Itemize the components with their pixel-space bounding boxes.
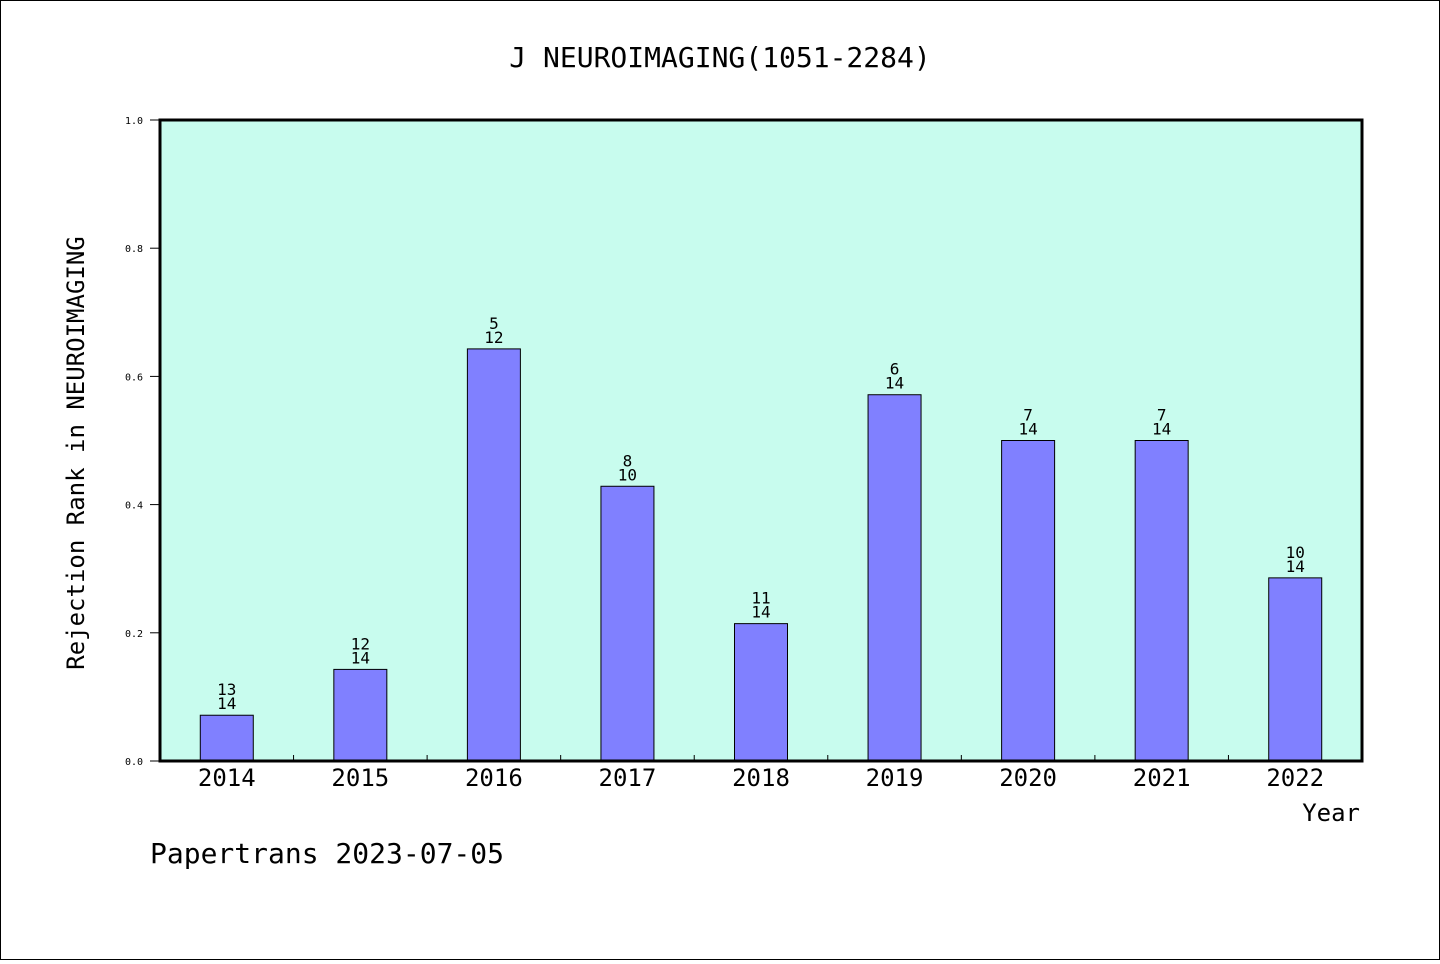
bar-label-top-2020: 7 bbox=[1023, 406, 1033, 425]
x-tick-label-2018: 2018 bbox=[732, 764, 790, 792]
bar-label-bottom-2017: 10 bbox=[618, 465, 637, 484]
x-axis: 2014 2015 2016 2017 2018 2019 2020 2021 2022 bbox=[198, 755, 1324, 792]
bar-label-top-2017: 8 bbox=[623, 451, 633, 470]
bar-2016 bbox=[466, 348, 521, 762]
bar-label-bottom-2014: 14 bbox=[217, 694, 236, 713]
bar-label-top-2016: 5 bbox=[489, 314, 499, 333]
bar-2022 bbox=[1268, 577, 1323, 762]
y-tick-label: 1.0 bbox=[125, 116, 143, 127]
bar-2021 bbox=[1134, 440, 1189, 762]
bar-label-top-2014: 13 bbox=[217, 680, 236, 699]
chart-title: J NEUROIMAGING(1051-2284) bbox=[509, 41, 930, 74]
x-tick-label-2020: 2020 bbox=[999, 764, 1057, 792]
y-tick-label: 0.0 bbox=[125, 757, 143, 768]
x-tick-label-2019: 2019 bbox=[866, 764, 924, 792]
y-axis: 0.0 0.2 0.4 0.6 0.8 1.0 bbox=[125, 116, 160, 768]
x-tick-label-2022: 2022 bbox=[1266, 764, 1324, 792]
bar-label-top-2021: 7 bbox=[1157, 406, 1167, 425]
bars-group bbox=[199, 348, 1323, 762]
x-tick-label-2016: 2016 bbox=[465, 764, 523, 792]
bar-label-top-2019: 6 bbox=[890, 360, 900, 379]
x-tick-label-2017: 2017 bbox=[599, 764, 657, 792]
x-tick-label-2021: 2021 bbox=[1133, 764, 1191, 792]
y-tick-label: 0.4 bbox=[125, 501, 143, 512]
footer-watermark-text: Papertrans 2023-07-05 bbox=[150, 837, 504, 870]
bar-label-bottom-2022: 14 bbox=[1286, 557, 1305, 576]
bar-label-bottom-2016: 12 bbox=[484, 328, 503, 347]
bar-2019 bbox=[867, 394, 922, 762]
y-tick-label: 0.6 bbox=[125, 372, 143, 383]
y-tick-label: 0.2 bbox=[125, 629, 143, 640]
x-tick-label-2014: 2014 bbox=[198, 764, 256, 792]
bar-2015 bbox=[333, 668, 388, 762]
bar-label-bottom-2019: 14 bbox=[885, 374, 904, 393]
bar-2017 bbox=[600, 485, 655, 762]
x-axis-title: Year bbox=[1302, 799, 1360, 827]
bar-label-top-2018: 11 bbox=[751, 589, 770, 608]
bar-label-top-2015: 12 bbox=[351, 634, 370, 653]
bar-label-bottom-2020: 14 bbox=[1018, 420, 1037, 439]
bar-2014 bbox=[199, 714, 254, 762]
y-tick-label: 0.8 bbox=[125, 244, 143, 255]
bar-label-bottom-2018: 14 bbox=[751, 603, 770, 622]
bar-label-bottom-2021: 14 bbox=[1152, 420, 1171, 439]
bar-label-top-2022: 10 bbox=[1286, 543, 1305, 562]
y-axis-title: Rejection Rank in NEUROIMAGING bbox=[62, 236, 90, 669]
bar-label-bottom-2015: 14 bbox=[351, 648, 370, 667]
bar-2018 bbox=[734, 623, 788, 762]
x-tick-label-2015: 2015 bbox=[331, 764, 389, 792]
plot-frame bbox=[158, 118, 1364, 763]
bar-2020 bbox=[1001, 440, 1056, 762]
